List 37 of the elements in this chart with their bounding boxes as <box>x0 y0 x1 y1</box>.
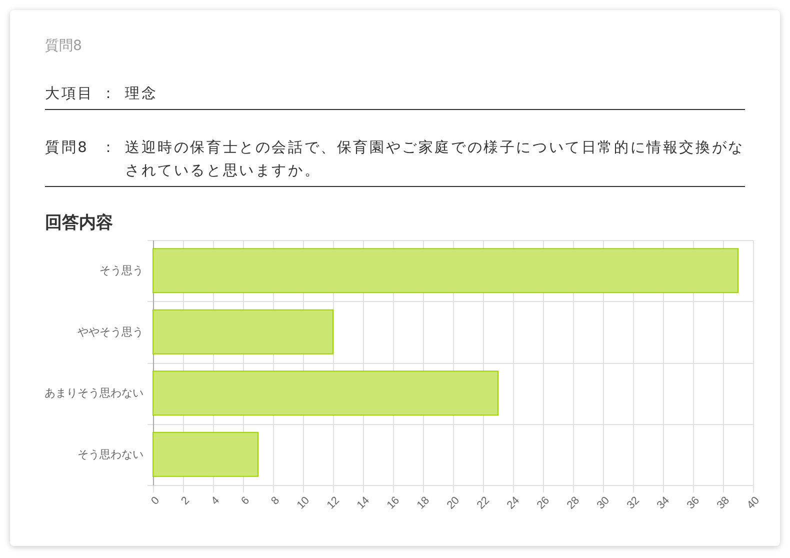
x-tick-label: 36 <box>684 494 702 512</box>
text: 大項目 <box>45 85 95 104</box>
x-tick-label: 2 <box>179 494 192 508</box>
x-tick-label: 14 <box>354 494 372 512</box>
x-tick-label: 12 <box>324 494 342 512</box>
text: 質問8 <box>45 139 90 158</box>
x-tick-label: 16 <box>384 494 402 512</box>
text: ： <box>101 139 118 158</box>
bar <box>152 370 498 416</box>
text: ： <box>101 85 118 104</box>
x-tick-label: 28 <box>564 494 582 512</box>
y-tick-label: そう思う <box>100 264 144 278</box>
text: 理念 <box>125 85 159 104</box>
bar <box>152 432 258 477</box>
x-tick-label: 6 <box>239 494 252 508</box>
y-tick-label: あまりそう思わない <box>44 386 144 400</box>
x-tick-label: 30 <box>594 494 612 512</box>
bar <box>152 248 738 294</box>
x-tick-label: 32 <box>624 494 642 512</box>
x-tick-label: 0 <box>149 494 162 508</box>
text: 送迎時の保育士との会話で、保育園やご家庭での様子について日常的に情報交換がなされていると思いますか。 <box>125 138 745 181</box>
x-tick-label: 8 <box>269 494 282 508</box>
x-tick-label: 4 <box>209 494 222 508</box>
x-tick-label: 24 <box>504 494 522 512</box>
x-tick-label: 26 <box>534 494 552 512</box>
x-tick-label: 22 <box>474 494 492 512</box>
chart-title: 回答内容 <box>45 213 113 233</box>
y-tick-label: そう思わない <box>78 448 144 461</box>
x-tick-label: 18 <box>414 494 432 512</box>
y-tick-label: ややそう思う <box>78 325 144 338</box>
x-tick-label: 40 <box>744 494 762 512</box>
x-tick-label: 10 <box>294 494 312 512</box>
text: 質問8 <box>45 37 83 56</box>
x-tick-label: 34 <box>654 494 672 512</box>
x-tick-label: 38 <box>714 494 732 512</box>
x-tick-label: 20 <box>444 494 462 512</box>
bar <box>152 309 334 354</box>
